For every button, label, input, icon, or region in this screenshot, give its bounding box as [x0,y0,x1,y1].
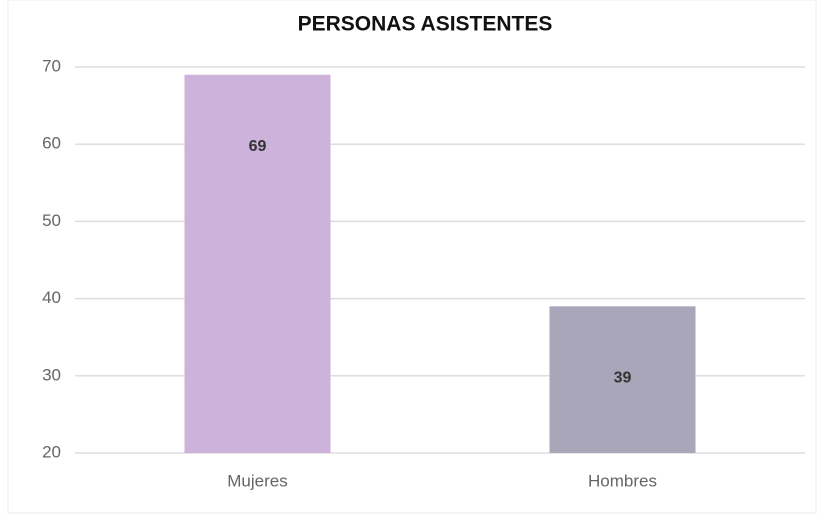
chart-title: PERSONAS ASISTENTES [298,13,553,36]
y-tick-label: 50 [42,211,61,230]
value-label: 39 [614,370,632,387]
x-tick-label: Hombres [588,471,657,490]
y-tick-label: 40 [42,288,61,307]
y-tick-label: 20 [42,442,61,461]
x-tick-label: Mujeres [227,471,287,490]
value-label: 69 [249,138,267,155]
y-tick-label: 30 [42,365,61,384]
bar [184,74,331,453]
y-tick-label: 60 [42,134,61,153]
bar [549,306,696,453]
chart-border [7,0,817,514]
y-tick-label: 70 [42,56,61,75]
